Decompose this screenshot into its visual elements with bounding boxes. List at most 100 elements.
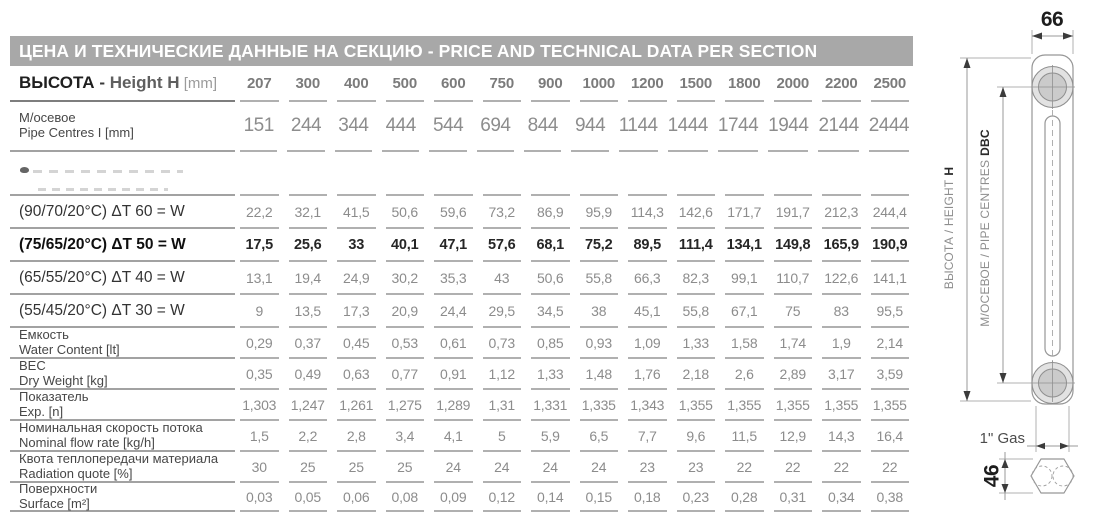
value-cell: 2200 (822, 66, 861, 102)
value-cell: 67,1 (725, 295, 764, 328)
value-cell: 50,6 (531, 262, 570, 295)
value-cell: 1,355 (725, 390, 764, 421)
value-cell: 57,6 (482, 229, 521, 262)
value-cell: 19,4 (288, 262, 327, 295)
top-view-bushing-right (1052, 465, 1074, 487)
value-cell: 43 (482, 262, 521, 295)
table-row-surface: Поверхности Surface [m²] 0,03 0,05 0,06 0,08 0… (10, 481, 914, 512)
value-cell (725, 152, 764, 196)
row-label-dt30: (55/45/20°C) ΔT 30 = W (10, 295, 235, 328)
value-cell: 0,12 (482, 483, 521, 512)
value-cell (870, 152, 909, 196)
pipe-centres-label-text: М/ОСЕВОЕ / PIPE CENTRES (978, 160, 992, 327)
row-label-radiation-quote: Квота теплопередачи материала Radiation q… (10, 451, 235, 483)
value-cell: 0,29 (240, 328, 279, 359)
value-cell: 24,4 (434, 295, 473, 328)
value-cell: 0,73 (482, 328, 521, 359)
value-cell: 1,12 (482, 359, 521, 390)
value-cell: 110,7 (773, 262, 812, 295)
value-cell: 0,37 (288, 328, 327, 359)
arrowhead-icon (1001, 459, 1009, 468)
label-unit: [mm] (179, 75, 218, 93)
value-cell: 2,2 (288, 421, 327, 452)
value-cell: 0,45 (337, 328, 376, 359)
value-cell: 1,335 (579, 390, 618, 421)
table-row-dt40: (65/55/20°C) ΔT 40 = W 13,1 19,4 24,9 30,2 35… (10, 262, 914, 295)
value-cell: 142,6 (676, 196, 715, 229)
value-cell: 0,08 (385, 483, 424, 512)
value-cell (482, 152, 521, 196)
value-cell (822, 152, 861, 196)
value-cell: 1,33 (676, 328, 715, 359)
arrowhead-icon (999, 87, 1007, 97)
table-row-dry-weight: ВЕС Dry Weight [kg] 0,35 0,49 0,63 0,77 0,91 1,… (10, 358, 914, 390)
value-cell: 0,28 (725, 483, 764, 512)
row-label-line2: Surface [m²] (19, 495, 90, 511)
table-row-exp: Показатель Exp. [n] 1,303 1,247 1,261 1,275 1,… (10, 389, 914, 421)
value-cell: 24,9 (337, 262, 376, 295)
value-cell (676, 152, 715, 196)
row-label-line2: Pipe Centres I [mm] (19, 125, 134, 140)
value-cell: 75 (773, 295, 812, 328)
value-cell: 1,343 (628, 390, 667, 421)
value-cell: 59,6 (434, 196, 473, 229)
value-cell: 5 (482, 421, 521, 452)
row-label-exp: Показатель Exp. [n] (10, 389, 235, 421)
value-cell: 0,93 (579, 328, 618, 359)
value-cell: 844 (524, 102, 562, 152)
label-en: Height H (109, 73, 180, 93)
value-cell: 0,14 (531, 483, 570, 512)
value-cell: 0,53 (385, 328, 424, 359)
table-row-water-content: Емкость Water Content [lt] 0,29 0,37 0,45 0,5… (10, 327, 914, 359)
value-cell: 22,2 (240, 196, 279, 229)
value-cell: 34,5 (531, 295, 570, 328)
row-label-line1: (90/70/20°C) ΔT 60 = W (19, 202, 185, 220)
value-cell: 344 (334, 102, 373, 152)
label-ru: ВЫСОТА (19, 73, 95, 93)
value-cell: 83 (822, 295, 861, 328)
table-row-dt30: (55/45/20°C) ΔT 30 = W 9 13,5 17,3 20,9 24,4 2… (10, 295, 914, 328)
value-cell: 600 (434, 66, 473, 102)
radiator-diagram: 66 ВЫСОТА / HEIGHT H М/ОСЕВОЕ / PIPE CENT… (942, 8, 1078, 500)
value-cell: 0,85 (531, 328, 570, 359)
width-dimension-value: 66 (1041, 8, 1063, 31)
row-label-line1: ВЫСОТА - Height H [mm] (19, 73, 217, 93)
value-cell: 400 (337, 66, 376, 102)
value-cell: 9 (240, 295, 279, 328)
value-cell: 1500 (676, 66, 715, 102)
value-cell: 1,76 (628, 359, 667, 390)
value-cell: 1,9 (822, 328, 861, 359)
value-cell: 89,5 (628, 229, 667, 262)
value-cell: 0,63 (337, 359, 376, 390)
value-cell: 41,5 (337, 196, 376, 229)
value-cell: 2,14 (870, 328, 909, 359)
value-cell: 14,3 (822, 421, 861, 452)
value-cell: 22 (773, 452, 812, 483)
value-cell: 500 (385, 66, 424, 102)
table-row-radiation-quote: Квота теплопередачи материала Radiation q… (10, 451, 914, 483)
value-cell: 1,247 (288, 390, 327, 421)
value-cell: 1,31 (482, 390, 521, 421)
label-dash: - (94, 73, 110, 93)
value-cell: 122,6 (822, 262, 861, 295)
value-cell: 22 (725, 452, 764, 483)
value-cell: 1,355 (870, 390, 909, 421)
pipe-centres-dim-label: М/ОСЕВОЕ / PIPE CENTRES DBC (978, 129, 992, 327)
value-cell: 1444 (667, 102, 708, 152)
value-cell: 22 (822, 452, 861, 483)
value-cell: 1000 (579, 66, 618, 102)
row-label-line1: (65/55/20°C) ΔT 40 = W (19, 268, 185, 286)
row-label-water-content: Емкость Water Content [lt] (10, 327, 235, 359)
value-cell: 0,06 (337, 483, 376, 512)
value-cell: 0,77 (385, 359, 424, 390)
row-label-surface: Поверхности Surface [m²] (10, 481, 235, 512)
value-cell: 13,5 (288, 295, 327, 328)
value-cell: 544 (429, 102, 467, 152)
value-cell: 1,275 (385, 390, 424, 421)
value-cell: 13,1 (240, 262, 279, 295)
value-cell: 4,1 (434, 421, 473, 452)
value-cell: 444 (382, 102, 420, 152)
table-row-dt60: (90/70/20°C) ΔT 60 = W 22,2 32,1 41,5 50,6 59… (10, 196, 914, 229)
value-cell: 212,3 (822, 196, 861, 229)
value-cell: 0,09 (434, 483, 473, 512)
